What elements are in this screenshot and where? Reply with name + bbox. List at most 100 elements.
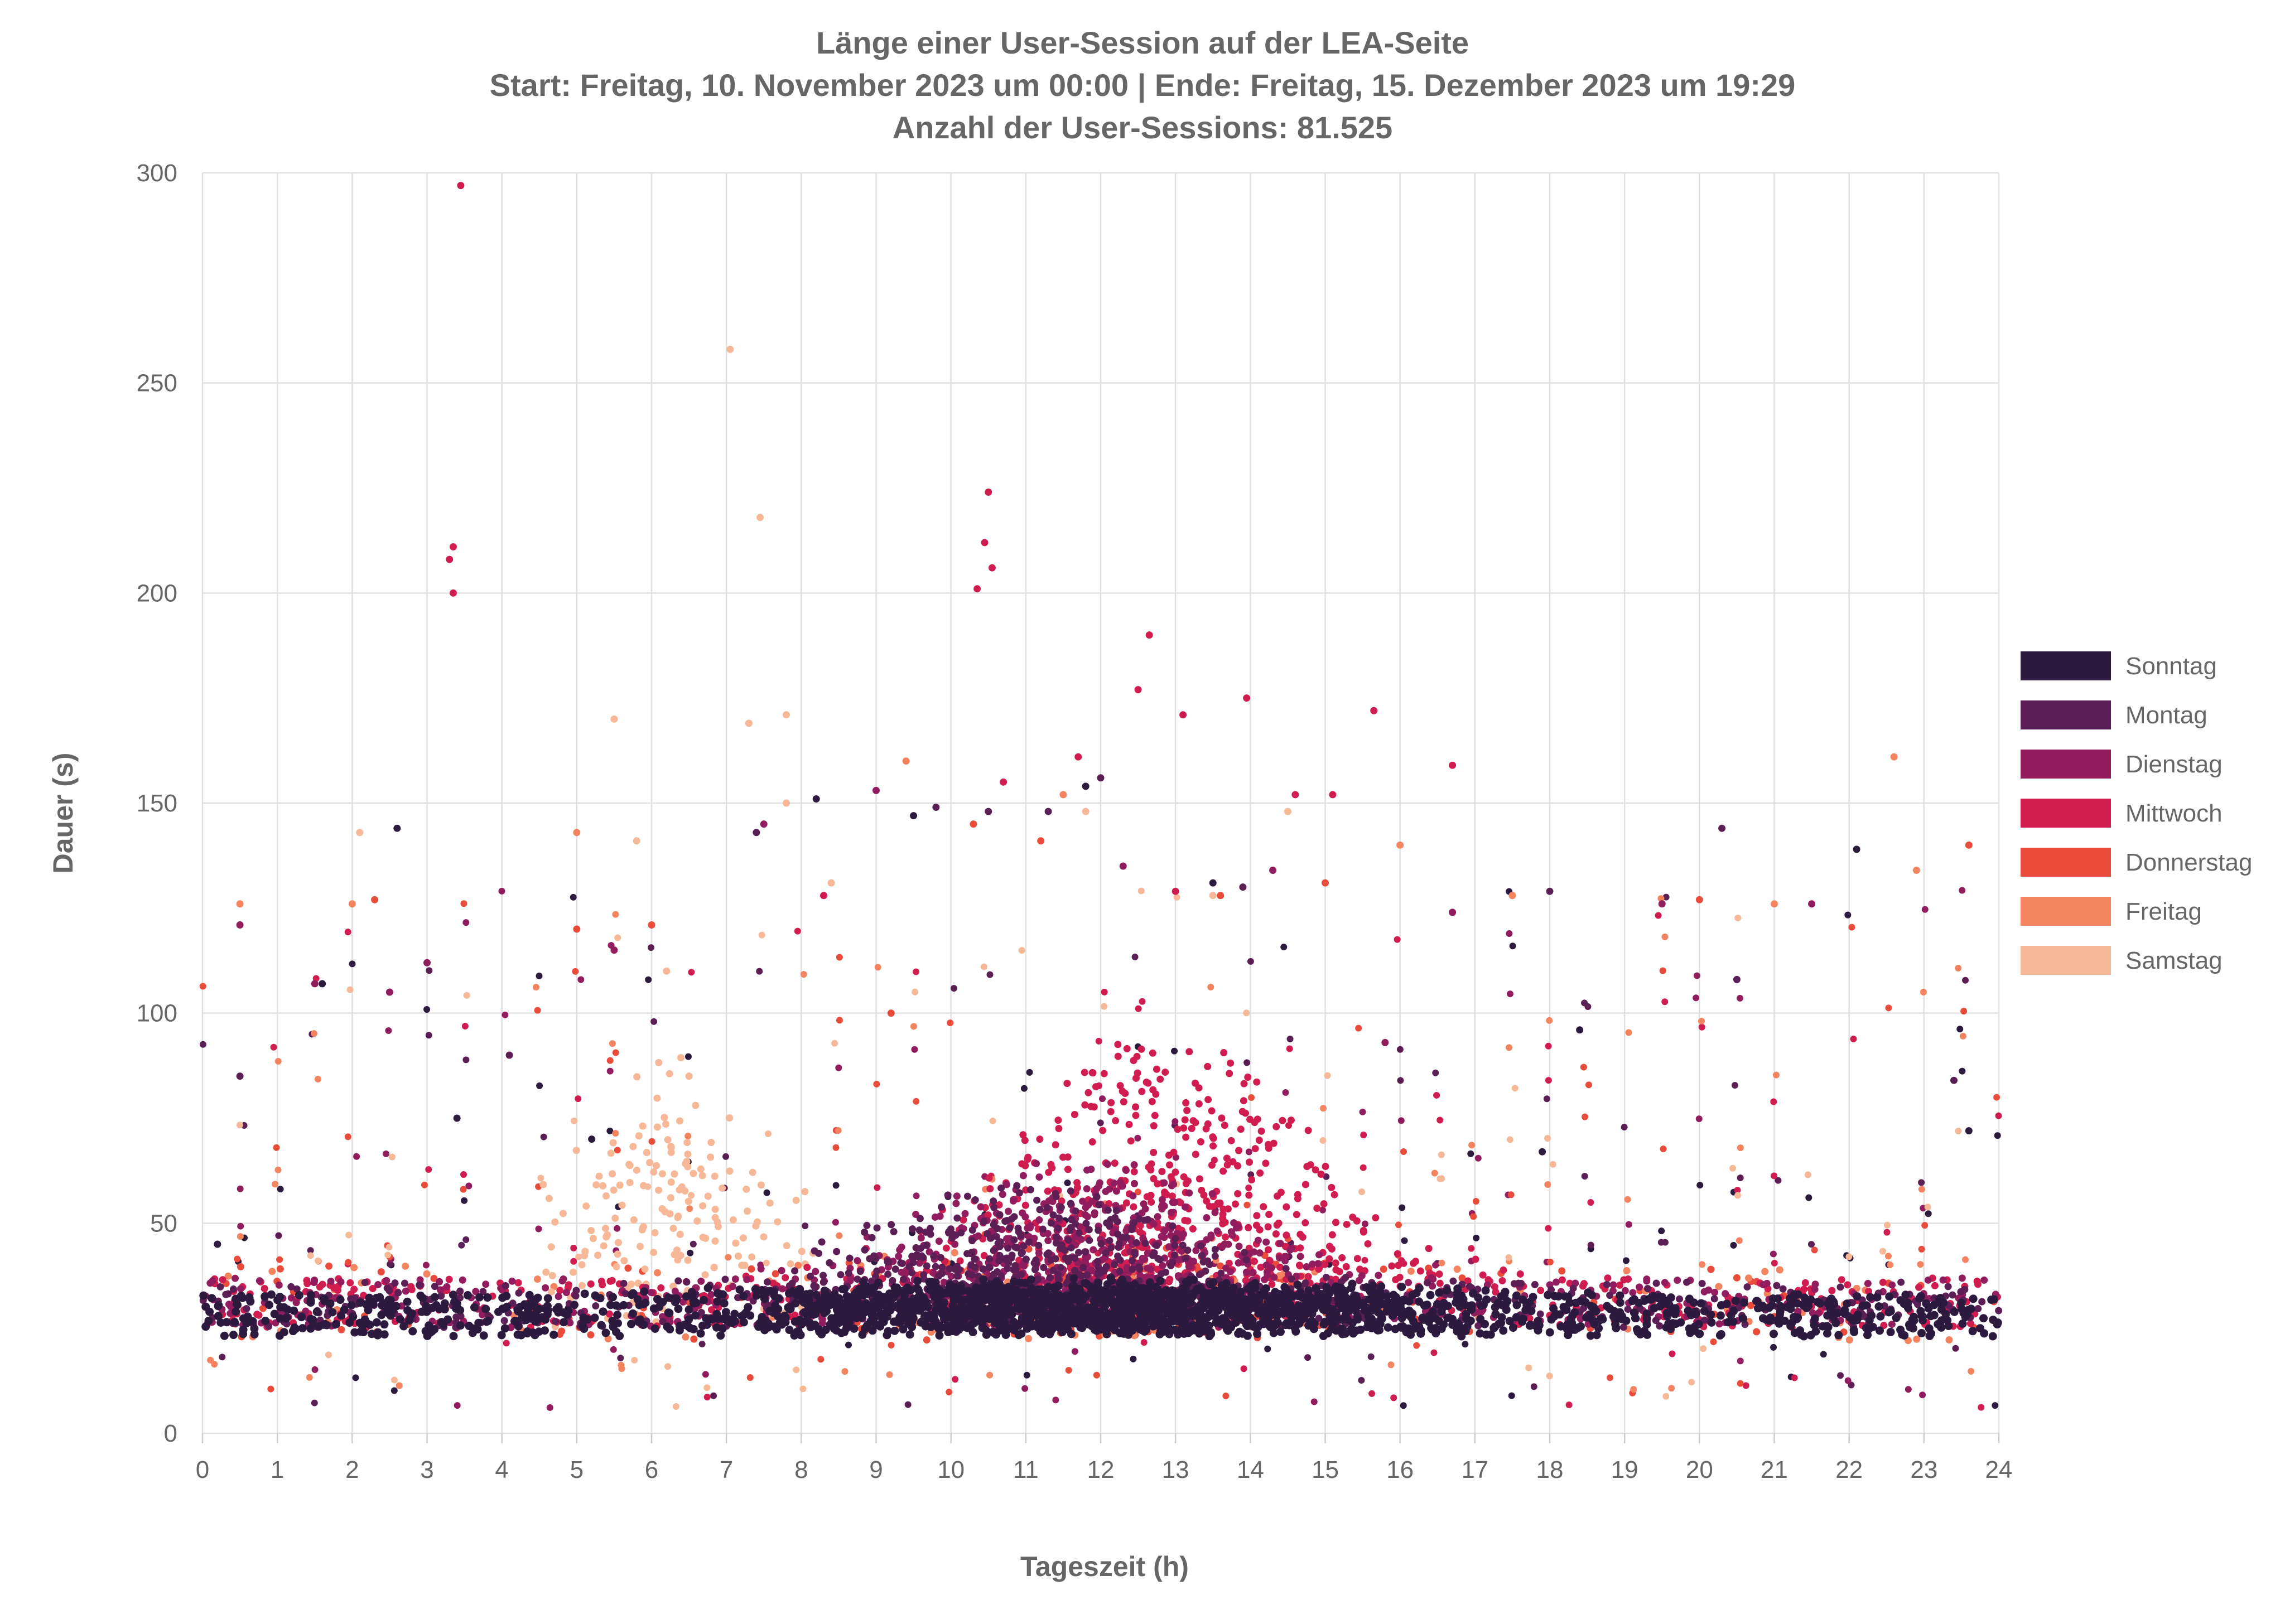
data-point (788, 1279, 796, 1287)
data-point (1287, 1116, 1295, 1124)
data-point (1536, 1310, 1544, 1318)
data-point (1182, 1180, 1190, 1187)
data-point (1086, 1236, 1093, 1244)
data-point (749, 1168, 756, 1176)
data-point (1707, 1265, 1715, 1273)
data-point (314, 1257, 321, 1264)
data-point (1044, 1187, 1052, 1195)
data-point (566, 1319, 574, 1327)
data-point (630, 1216, 638, 1224)
data-point (1153, 1065, 1160, 1073)
data-point (1498, 1277, 1506, 1285)
data-point (592, 1181, 600, 1189)
data-point (1716, 1311, 1725, 1320)
data-point (922, 1228, 929, 1236)
data-point (1267, 1264, 1275, 1272)
data-point (884, 1270, 892, 1278)
data-point (874, 964, 881, 971)
data-point (572, 1287, 580, 1294)
data-point (587, 1331, 595, 1339)
data-point (997, 1184, 1005, 1192)
data-point (1173, 893, 1180, 901)
data-point (1955, 1128, 1962, 1135)
data-point (1192, 1151, 1199, 1158)
data-point (577, 976, 585, 983)
data-point (1661, 1239, 1669, 1246)
data-point (935, 1331, 944, 1340)
data-point (275, 1281, 283, 1289)
data-point (1845, 1253, 1853, 1260)
data-point (1512, 1301, 1521, 1309)
data-point (1095, 1037, 1102, 1045)
data-point (1731, 1297, 1740, 1306)
data-point (602, 1192, 610, 1200)
data-point (268, 1268, 276, 1275)
data-point (1698, 1279, 1706, 1287)
data-point (394, 1289, 402, 1297)
data-point (913, 968, 920, 975)
data-point (698, 1340, 706, 1347)
data-point (1209, 1133, 1217, 1141)
data-point (1071, 1110, 1078, 1118)
data-point (1432, 1262, 1439, 1269)
data-point (237, 1232, 244, 1240)
data-point (1158, 1168, 1166, 1176)
data-point (1184, 1217, 1192, 1225)
data-point (1436, 1116, 1444, 1124)
data-point (1773, 1071, 1780, 1079)
data-point (219, 1276, 226, 1284)
data-point (345, 1231, 353, 1239)
data-point (672, 1403, 679, 1410)
data-point (237, 1185, 244, 1192)
data-point (1075, 1229, 1083, 1237)
data-point (913, 1192, 920, 1200)
data-point (1582, 1113, 1589, 1120)
data-point (1945, 1336, 1953, 1343)
data-point (1506, 990, 1513, 998)
data-point (1438, 1151, 1445, 1158)
data-point (1729, 1164, 1737, 1172)
data-point (1020, 1242, 1028, 1250)
data-point (647, 1289, 655, 1297)
data-point (1988, 1332, 1997, 1341)
data-point (1052, 1193, 1060, 1201)
data-point (900, 1275, 908, 1283)
data-point (650, 1168, 658, 1176)
data-point (937, 1254, 945, 1262)
data-point (1153, 1241, 1160, 1249)
data-point (1054, 1270, 1062, 1278)
data-point (380, 1320, 389, 1329)
data-point (1944, 1283, 1952, 1290)
data-point (917, 1234, 925, 1242)
data-point (873, 1224, 881, 1232)
data-point (1053, 1234, 1060, 1241)
data-point (1107, 1216, 1115, 1224)
data-point (1175, 1256, 1183, 1264)
data-point (653, 1123, 661, 1131)
data-point (836, 1017, 843, 1024)
data-point (1123, 1045, 1131, 1052)
data-point (1286, 1045, 1293, 1052)
data-point (431, 1283, 438, 1290)
data-point (1260, 1203, 1267, 1211)
data-point (811, 1247, 818, 1255)
chart-session-count: Anzahl der User-Sessions: 81.525 (893, 110, 1392, 145)
data-point (1154, 1213, 1161, 1221)
data-point (1700, 1307, 1709, 1316)
data-point (1103, 1161, 1111, 1168)
data-point (1021, 1213, 1029, 1221)
data-point (1180, 1173, 1188, 1181)
data-point (891, 1265, 899, 1273)
data-point (307, 1252, 314, 1259)
data-point (616, 1181, 624, 1189)
data-point (714, 1218, 721, 1226)
data-point (774, 1218, 782, 1226)
data-point (1003, 1254, 1011, 1262)
data-point (1980, 1276, 1988, 1284)
data-point (1710, 1295, 1718, 1303)
data-point (1752, 1297, 1761, 1306)
data-point (590, 1313, 599, 1322)
data-point (207, 1356, 214, 1364)
data-point (1006, 1224, 1014, 1232)
data-point (1499, 1326, 1508, 1335)
